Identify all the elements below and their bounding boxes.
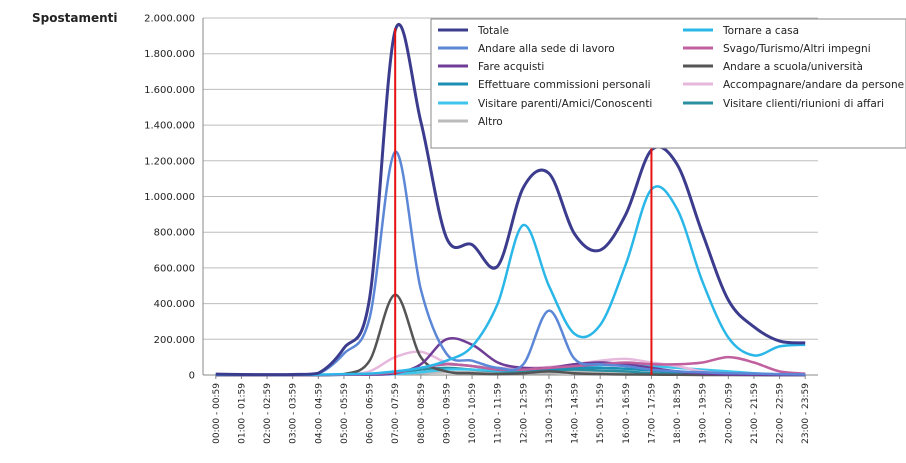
x-tick-label: 12:00 - 12:59 xyxy=(519,383,529,444)
x-tick-label: 19:00 - 19:59 xyxy=(699,383,709,444)
x-tick-label: 16:00 - 16:59 xyxy=(622,383,632,444)
x-tick-label: 02:00 - 02:59 xyxy=(263,383,273,444)
x-tick-label: 13:00 - 13:59 xyxy=(545,383,555,444)
x-tick-label: 20:00 - 20:59 xyxy=(724,383,734,444)
x-tick-labels: 00:00 - 00:59 01:00 - 01:59 02:00 - 02:59 0… xyxy=(212,375,811,444)
legend-label: Tornare a casa xyxy=(722,25,799,37)
legend-label: Altro xyxy=(478,116,503,128)
legend-label: Visitare parenti/Amici/Conoscenti xyxy=(478,98,652,110)
legend-label: Svago/Turismo/Altri impegni xyxy=(723,43,871,55)
legend-label: Effettuare commissioni personali xyxy=(478,79,651,91)
legend-label: Andare alla sede di lavoro xyxy=(478,43,615,55)
y-tick-label: 1.200.000 xyxy=(144,156,195,167)
y-tick-label: 1.600.000 xyxy=(144,85,195,96)
legend-box xyxy=(430,18,906,149)
x-tick-label: 15:00 - 15:59 xyxy=(596,383,606,444)
x-tick-label: 04:00 - 04:59 xyxy=(314,383,324,444)
x-tick-label: 06:00 - 06:59 xyxy=(366,383,376,444)
legend-label: Fare acquisti xyxy=(478,61,544,73)
y-tick-label: 600.000 xyxy=(154,263,195,274)
x-tick-label: 09:00 - 09:59 xyxy=(442,383,452,444)
series-line-totale xyxy=(215,22,806,377)
x-tick-label: 00:00 - 00:59 xyxy=(212,383,222,444)
y-tick-label: 2.000.000 xyxy=(144,14,195,25)
series-lines xyxy=(215,22,806,377)
y-tick-label: 0 xyxy=(189,371,195,382)
y-axis-label: Spostamenti xyxy=(32,11,118,25)
legend-label: Totale xyxy=(477,25,509,37)
series-line-tornare-a-casa xyxy=(215,185,806,377)
series-line-andare-a-scuola-universit xyxy=(215,293,806,377)
x-tick-label: 03:00 - 03:59 xyxy=(289,383,299,444)
x-tick-label: 17:00 - 17:59 xyxy=(647,383,657,444)
legend-label: Visitare clienti/riunioni di affari xyxy=(723,98,884,110)
x-tick-label: 18:00 - 18:59 xyxy=(673,383,683,444)
series-line-andare-alla-sede-di-lavoro xyxy=(215,150,806,377)
x-tick-label: 05:00 - 05:59 xyxy=(340,383,350,444)
legend-label: Accompagnare/andare da persone xyxy=(723,79,904,91)
x-tick-label: 23:00 - 23:59 xyxy=(801,383,811,444)
y-tick-labels: 0 200.000 400.000 600.000 800.000 1.000.000 1.… xyxy=(144,14,195,382)
x-tick-label: 22:00 - 22:59 xyxy=(776,383,786,444)
x-tick-label: 14:00 - 14:59 xyxy=(571,383,581,444)
x-tick-label: 11:00 - 11:59 xyxy=(494,383,504,444)
y-tick-label: 800.000 xyxy=(154,228,195,239)
y-tick-label: 400.000 xyxy=(154,299,195,310)
x-tick-label: 21:00 - 21:59 xyxy=(750,383,760,444)
legend: Totale Tornare a casa Andare alla sede di … xyxy=(430,18,906,149)
x-tick-label: 07:00 - 07:59 xyxy=(391,383,401,444)
y-tick-label: 200.000 xyxy=(154,335,195,346)
y-tick-label: 1.400.000 xyxy=(144,121,195,132)
legend-label: Andare a scuola/università xyxy=(723,61,863,73)
x-tick-label: 10:00 - 10:59 xyxy=(468,383,478,444)
x-tick-label: 08:00 - 08:59 xyxy=(417,383,427,444)
y-tick-label: 1.800.000 xyxy=(144,49,195,60)
y-tick-label: 1.000.000 xyxy=(144,192,195,203)
x-tick-label: 01:00 - 01:59 xyxy=(237,383,247,444)
vertical-markers xyxy=(394,28,653,375)
